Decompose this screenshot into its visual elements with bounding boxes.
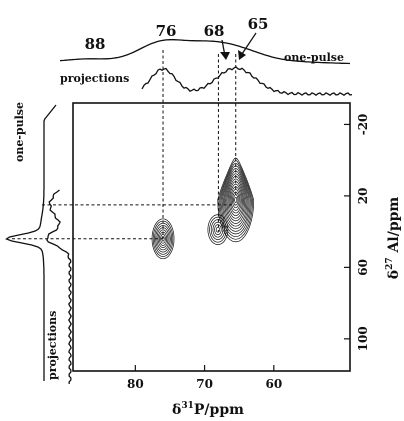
contour-level [221, 168, 250, 232]
y-tick-label: 100 [356, 326, 370, 351]
contour-level [154, 222, 172, 255]
contour-level [161, 236, 165, 242]
contour-level [223, 170, 249, 230]
contour-level [225, 175, 247, 224]
y-axis-ticks: -20 20 60 100 [344, 114, 370, 351]
left-one-pulse-spectrum [5, 104, 57, 381]
top-one-pulse-label: one-pulse [284, 51, 344, 64]
contour-level [157, 229, 169, 249]
y-tick-label: 20 [356, 188, 370, 205]
peak-arrows [220, 32, 257, 60]
plot-frame [72, 102, 351, 372]
contour-level [155, 225, 171, 253]
x-tick-label: 80 [127, 377, 144, 391]
contour-level [160, 233, 166, 244]
peak-label: 76 [156, 22, 177, 40]
x-tick-label: 70 [196, 377, 213, 391]
top-projection-spectrum [141, 66, 353, 97]
guide-lines [12, 50, 237, 240]
peak-label: 68 [204, 22, 225, 40]
y-tick-label: -20 [356, 114, 370, 136]
contour-level [159, 231, 168, 246]
peak-label: 88 [85, 35, 106, 53]
contour-level [217, 157, 255, 243]
contour-level [226, 178, 246, 222]
arrow-65 [241, 32, 257, 55]
arrow-65-head [238, 50, 246, 60]
contour-level [228, 183, 243, 217]
contour-level [219, 162, 252, 238]
top-projections-label: projections [60, 72, 129, 85]
x-tick-label: 60 [265, 377, 282, 391]
contour-level [214, 224, 222, 235]
peak-label: 65 [248, 15, 269, 33]
contour-level [233, 194, 239, 206]
contour-level [230, 189, 241, 211]
x-axis-ticks: 80 70 60 [127, 365, 282, 391]
top-one-pulse-spectrum [59, 39, 351, 65]
arrow-68-head [220, 52, 230, 60]
contour-plot [151, 157, 255, 260]
contour-level [234, 196, 238, 203]
y-axis-title: δ27 Al/ppm [385, 197, 402, 280]
contour-level [209, 216, 227, 243]
contour-level [215, 226, 220, 233]
contour-level [151, 218, 175, 260]
left-projection-spectrum [46, 189, 72, 385]
left-projections-label: projections [46, 311, 59, 380]
contour-level [229, 186, 242, 214]
contour-level [156, 227, 170, 251]
contour-level [227, 181, 244, 219]
x-axis-title: δ31P/ppm [172, 401, 244, 418]
contour-level [232, 191, 240, 209]
peak-labels: 88 76 68 65 [85, 15, 269, 53]
contour-level [220, 165, 251, 235]
contour-level [224, 173, 248, 227]
contour-level [218, 160, 253, 240]
contour-level [152, 220, 174, 257]
left-one-pulse-label: one-pulse [13, 102, 26, 162]
y-tick-label: 60 [356, 259, 370, 276]
